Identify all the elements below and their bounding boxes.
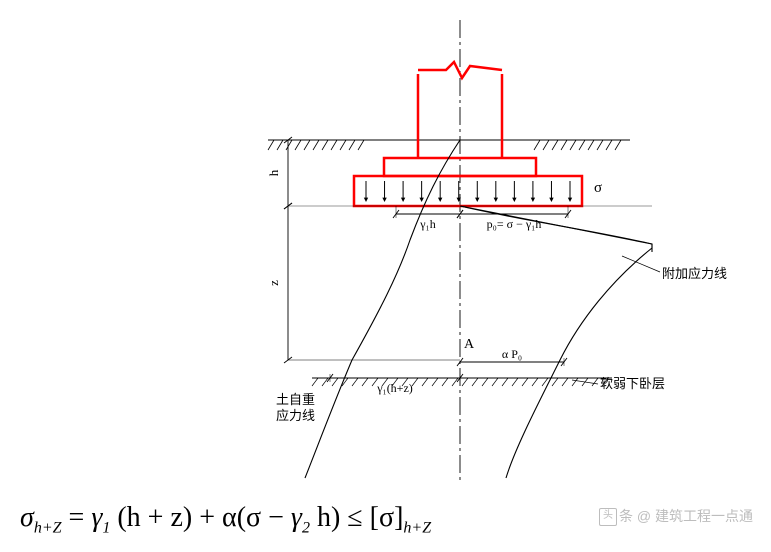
- sym-sigma: σ: [20, 502, 34, 533]
- svg-text:附加应力线: 附加应力线: [662, 266, 727, 281]
- watermark-text: 条 @ 建筑工程一点通: [619, 508, 753, 524]
- diagram-canvas: hzσγ₁hp₀= σ − γ₁hγ₁(h+z)α P₀土自重应力线附加应力线A…: [0, 0, 771, 552]
- part1: (h + z) + α(σ −: [117, 502, 291, 533]
- svg-text:应力线: 应力线: [276, 408, 315, 423]
- sub-hz2: h+Z: [403, 520, 431, 537]
- svg-text:土自重: 土自重: [276, 392, 315, 407]
- sub-2: 2: [302, 520, 310, 537]
- svg-text:γ₁h: γ₁h: [419, 217, 436, 231]
- formula: σh+Z = γ1 (h + z) + α(σ − γ2 h) ≤ [σ]h+Z: [20, 502, 431, 538]
- svg-text:z: z: [266, 280, 281, 286]
- svg-text:σ: σ: [594, 180, 602, 196]
- part2: h) ≤ [σ]: [317, 502, 403, 533]
- sym-gamma2: γ: [291, 502, 302, 533]
- sym-eq: =: [69, 502, 92, 533]
- svg-text:p₀= σ − γ₁h: p₀= σ − γ₁h: [487, 217, 542, 231]
- svg-text:A: A: [464, 337, 475, 352]
- svg-text:α P₀: α P₀: [502, 347, 522, 361]
- svg-text:软弱下卧层: 软弱下卧层: [600, 376, 665, 391]
- sub-hz: h+Z: [34, 520, 62, 537]
- watermark: 头条 @ 建筑工程一点通: [599, 506, 753, 526]
- svg-text:h: h: [266, 169, 281, 176]
- watermark-logo: 头: [599, 508, 617, 526]
- sym-gamma1: γ: [91, 502, 102, 533]
- sub-1: 1: [102, 520, 110, 537]
